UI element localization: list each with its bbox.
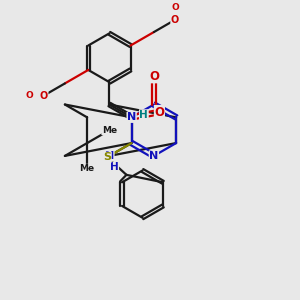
Text: H: H [140,110,148,120]
Text: O: O [40,91,48,100]
Text: O: O [154,106,164,118]
Text: N: N [105,151,114,161]
Text: Me: Me [80,164,95,173]
Text: O: O [171,3,179,12]
Text: O: O [149,70,159,83]
Text: N: N [149,151,158,161]
Text: N: N [127,112,136,122]
Text: O: O [26,91,33,100]
Text: O: O [171,15,179,25]
Text: S: S [103,152,111,162]
Text: Me: Me [102,126,117,135]
Text: H: H [110,162,118,172]
